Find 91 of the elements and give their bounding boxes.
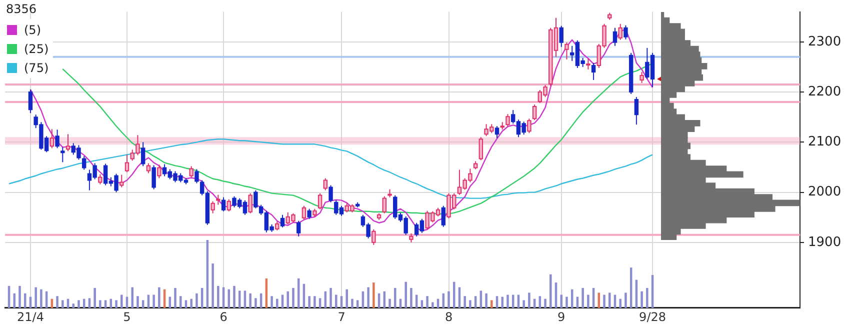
bar xyxy=(603,294,606,308)
bar xyxy=(104,300,107,308)
bar xyxy=(490,300,493,308)
bar xyxy=(120,294,123,308)
bar xyxy=(619,298,622,308)
bar xyxy=(587,294,590,308)
bar xyxy=(598,292,600,308)
x-tick-label: 8 xyxy=(444,310,453,324)
bar xyxy=(372,282,375,308)
bar xyxy=(522,300,525,308)
bar xyxy=(464,296,466,308)
bar xyxy=(18,286,21,308)
bar xyxy=(270,296,273,308)
y-tick-label: 2200 xyxy=(808,84,842,100)
legend-label: (5) xyxy=(24,22,41,36)
bar xyxy=(474,296,477,308)
x-tick-label: 5 xyxy=(123,310,131,324)
bar xyxy=(174,288,176,308)
bar xyxy=(506,294,509,308)
bar xyxy=(158,287,160,308)
bar xyxy=(448,291,450,308)
bar xyxy=(646,288,648,308)
bar xyxy=(426,296,428,308)
bar xyxy=(394,288,396,308)
bar xyxy=(292,288,294,308)
bar xyxy=(608,292,611,308)
y-tick-label: 1900 xyxy=(808,234,842,250)
x-tick-label: 9 xyxy=(558,310,566,324)
bar xyxy=(40,289,42,308)
bar xyxy=(94,288,96,308)
bar xyxy=(115,300,118,308)
bar xyxy=(314,296,316,308)
bar xyxy=(318,298,322,308)
bar xyxy=(501,296,504,308)
bar xyxy=(308,296,310,308)
bar xyxy=(432,302,434,308)
bar xyxy=(249,293,252,308)
y-tick-label: 2000 xyxy=(808,184,842,200)
bar xyxy=(212,263,214,308)
x-tick-label: 9/28 xyxy=(639,310,666,324)
bar xyxy=(72,304,75,308)
bar xyxy=(276,298,278,308)
x-tick-label: 21/4 xyxy=(16,310,44,324)
bar xyxy=(560,294,562,308)
bar xyxy=(254,298,257,308)
bar xyxy=(538,296,542,308)
bar xyxy=(410,288,412,308)
bar xyxy=(286,291,290,308)
bar xyxy=(233,286,236,308)
bar xyxy=(131,287,134,308)
bar xyxy=(340,296,343,308)
y-tick-label: 2100 xyxy=(808,134,842,150)
y-tick-label: 2300 xyxy=(808,34,842,50)
bar xyxy=(420,300,424,308)
bar xyxy=(346,289,348,308)
bar xyxy=(190,298,192,308)
bar xyxy=(356,300,359,308)
bar xyxy=(179,296,182,308)
chart-title: 8356 xyxy=(6,2,37,16)
bar xyxy=(62,300,64,308)
bar xyxy=(184,300,188,308)
bar xyxy=(367,287,370,308)
bar xyxy=(528,292,530,308)
bar xyxy=(152,294,155,308)
bar xyxy=(142,300,144,308)
bar xyxy=(496,296,498,308)
bar xyxy=(34,287,37,308)
bar xyxy=(582,288,584,308)
bar xyxy=(217,286,220,308)
bar xyxy=(388,298,391,308)
legend-label: (75) xyxy=(24,60,49,74)
bar xyxy=(88,298,91,308)
bar xyxy=(351,298,354,308)
bar xyxy=(469,300,472,308)
legend-label: (25) xyxy=(24,42,49,56)
bar xyxy=(566,296,568,308)
bar xyxy=(136,296,139,308)
bar xyxy=(544,298,546,308)
bar xyxy=(196,293,198,308)
bar xyxy=(335,294,338,308)
x-tick-label: 7 xyxy=(338,310,346,324)
bar xyxy=(550,274,552,308)
bar xyxy=(56,296,58,308)
x-tick-label: 6 xyxy=(220,310,228,324)
bar xyxy=(330,288,332,308)
bar xyxy=(78,300,80,308)
bar xyxy=(99,300,102,308)
bar xyxy=(404,282,407,308)
bar xyxy=(485,293,488,308)
bar xyxy=(624,292,627,308)
bar xyxy=(640,291,643,308)
